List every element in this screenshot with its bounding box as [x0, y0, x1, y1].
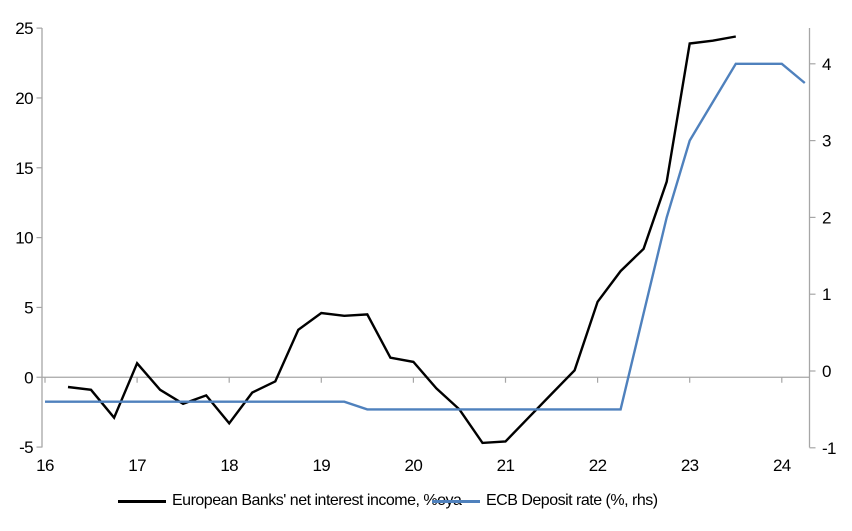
legend: European Banks' net interest income, %oy…	[0, 492, 852, 518]
right-axis-tick-label: 1	[822, 285, 831, 304]
x-axis-tick-label: 23	[681, 456, 699, 475]
left-axis-tick-label: 15	[15, 159, 33, 178]
legend-item-ecb-deposit-rate: ECB Deposit rate (%, rhs)	[432, 492, 658, 510]
ecb-deposit-rate-line	[45, 62, 806, 411]
left-axis-tick-label: 10	[15, 229, 33, 248]
legend-item-net-interest-income: European Banks' net interest income, %oy…	[118, 492, 462, 510]
x-axis-tick-label: 24	[773, 456, 791, 475]
legend-label-net-interest-income: European Banks' net interest income, %oy…	[172, 492, 462, 509]
black-line-swatch-icon	[118, 499, 166, 503]
x-axis-tick-label: 16	[36, 456, 54, 475]
left-axis-tick-label: 25	[15, 19, 33, 38]
blue-line-swatch-icon	[432, 499, 480, 503]
right-axis-tick-label: -1	[822, 439, 836, 458]
net-interest-income-line	[67, 35, 737, 445]
left-axis-tick-label: -5	[19, 438, 33, 457]
right-axis-tick-label: 2	[822, 208, 831, 227]
left-axis-tick-label: 5	[24, 298, 33, 317]
left-axis-tick-label: 20	[15, 89, 33, 108]
x-axis-tick-label: 20	[405, 456, 423, 475]
left-axis-tick-label: 0	[24, 368, 33, 387]
right-axis-tick-label: 3	[822, 132, 831, 151]
x-axis-tick-label: 18	[220, 456, 238, 475]
legend-label-ecb-deposit-rate: ECB Deposit rate (%, rhs)	[486, 492, 658, 509]
x-axis-tick-label: 22	[589, 456, 607, 475]
x-axis-tick-label: 17	[128, 456, 146, 475]
x-axis-tick-label: 19	[312, 456, 330, 475]
x-axis-tick-label: 21	[497, 456, 515, 475]
right-axis-tick-label: 0	[822, 362, 831, 381]
right-axis-tick-label: 4	[822, 55, 831, 74]
